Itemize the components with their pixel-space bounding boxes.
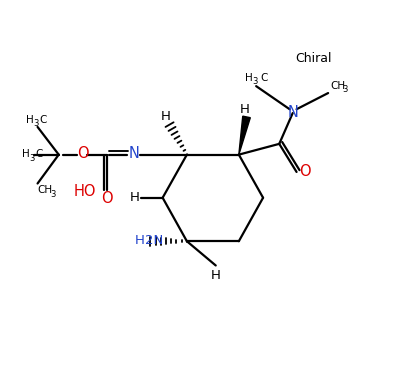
- Text: N: N: [287, 105, 298, 120]
- Text: H: H: [135, 234, 145, 247]
- Text: H: H: [161, 110, 171, 123]
- Text: HO: HO: [73, 184, 96, 199]
- Text: H: H: [130, 191, 140, 204]
- Text: H: H: [244, 73, 252, 83]
- Polygon shape: [239, 116, 250, 155]
- Text: O: O: [101, 191, 113, 206]
- Text: H: H: [240, 103, 250, 116]
- Text: H: H: [22, 149, 30, 159]
- Text: C: C: [39, 115, 47, 125]
- Text: CH: CH: [331, 81, 345, 91]
- Text: 3: 3: [343, 86, 348, 94]
- Text: C: C: [260, 73, 267, 83]
- Text: 3: 3: [253, 77, 258, 86]
- Text: N: N: [129, 146, 140, 161]
- Text: 3: 3: [29, 154, 35, 163]
- Text: Chiral: Chiral: [296, 52, 332, 65]
- Text: 2N: 2N: [145, 234, 163, 247]
- Text: O: O: [299, 164, 311, 179]
- Text: H: H: [26, 115, 34, 125]
- Text: 3: 3: [33, 119, 39, 128]
- Text: 3: 3: [50, 190, 56, 199]
- Text: O: O: [77, 146, 89, 161]
- Text: CH: CH: [38, 185, 53, 195]
- Text: C: C: [36, 149, 43, 159]
- Text: H: H: [211, 269, 221, 282]
